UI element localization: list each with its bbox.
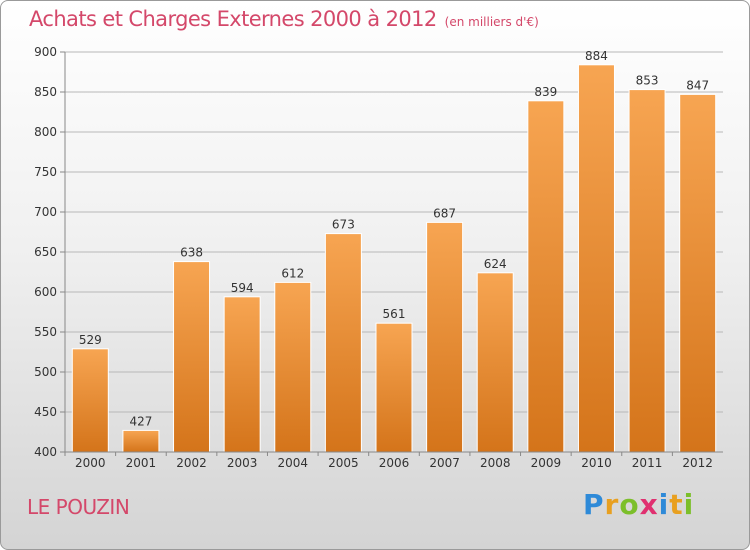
x-tick-label: 2001 <box>126 456 157 470</box>
bar-value-label: 594 <box>231 281 254 295</box>
logo-letter: t <box>669 488 684 521</box>
bar-value-label: 612 <box>281 266 304 280</box>
x-tick-label: 2007 <box>429 456 460 470</box>
bar <box>577 64 615 453</box>
x-tick-label: 2003 <box>227 456 258 470</box>
x-tick-label: 2006 <box>379 456 410 470</box>
bar-value-label: 624 <box>484 257 507 271</box>
logo-letter: i <box>683 488 695 521</box>
bar <box>476 272 514 453</box>
x-tick-label: 2004 <box>277 456 308 470</box>
bar <box>71 348 109 453</box>
y-tick-label: 750 <box>34 165 57 179</box>
y-tick-label: 650 <box>34 245 57 259</box>
x-tick-label: 2008 <box>480 456 511 470</box>
proxiti-logo: Proxiti <box>583 488 694 521</box>
logo-letter: o <box>619 488 640 521</box>
logo-letter: x <box>639 488 659 521</box>
y-tick-label: 550 <box>34 325 57 339</box>
x-tick-label: 2012 <box>682 456 713 470</box>
y-tick-label: 850 <box>34 85 57 99</box>
logo-letter: P <box>583 488 605 521</box>
bar-value-label: 687 <box>433 206 456 220</box>
bar-value-label: 638 <box>180 246 203 260</box>
y-tick-label: 900 <box>34 45 57 59</box>
bar-value-label: 847 <box>686 78 709 92</box>
y-tick-label: 800 <box>34 125 57 139</box>
bar <box>375 322 413 453</box>
x-tick-label: 2000 <box>75 456 106 470</box>
bar-value-label: 853 <box>636 74 659 88</box>
bar-value-label: 884 <box>585 49 608 63</box>
bar-value-label: 839 <box>534 85 557 99</box>
x-tick-label: 2011 <box>632 456 663 470</box>
bar <box>223 296 261 453</box>
x-tick-label: 2009 <box>531 456 562 470</box>
bar <box>173 261 211 453</box>
logo-letter: r <box>604 488 620 521</box>
bar-value-label: 529 <box>79 333 102 347</box>
bar <box>679 93 717 453</box>
x-tick-label: 2005 <box>328 456 359 470</box>
commune-name: LE POUZIN <box>27 495 130 519</box>
chart-subtitle: (en milliers d'€) <box>444 15 539 29</box>
y-tick-label: 700 <box>34 205 57 219</box>
bar-value-label: 427 <box>129 414 152 428</box>
bar <box>426 221 464 453</box>
x-tick-label: 2002 <box>176 456 207 470</box>
y-tick-label: 400 <box>34 445 57 459</box>
bar <box>122 429 160 453</box>
chart-title: Achats et Charges Externes 2000 à 2012 (e… <box>29 7 539 31</box>
bar <box>527 100 565 453</box>
bar <box>274 281 312 453</box>
bar-value-label: 673 <box>332 218 355 232</box>
y-tick-label: 600 <box>34 285 57 299</box>
y-tick-label: 450 <box>34 405 57 419</box>
x-tick-label: 2010 <box>581 456 612 470</box>
bar-value-label: 561 <box>383 307 406 321</box>
y-tick-label: 500 <box>34 365 57 379</box>
bar <box>628 89 666 453</box>
bar <box>324 233 362 453</box>
logo-letter: i <box>658 488 670 521</box>
